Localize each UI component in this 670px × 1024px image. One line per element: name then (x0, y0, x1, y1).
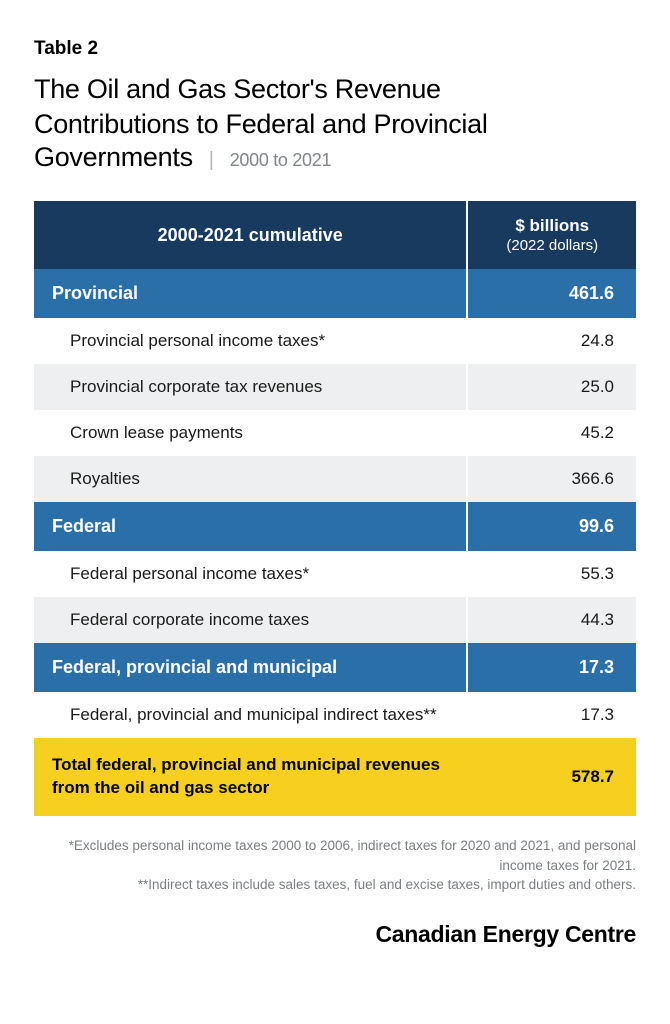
row-label: Federal, provincial and municipal indire… (34, 692, 467, 738)
col2-header-main: $ billions (515, 216, 589, 235)
section-value: 461.6 (467, 269, 636, 318)
row-value: 44.3 (467, 597, 636, 643)
table-row: Provincial corporate tax revenues 25.0 (34, 364, 636, 410)
table-row: Provincial personal income taxes* 24.8 (34, 318, 636, 364)
title-line-3: Governments (34, 140, 193, 175)
footnotes: *Excludes personal income taxes 2000 to … (34, 836, 636, 895)
row-label: Crown lease payments (34, 410, 467, 456)
col2-header-sub: (2022 dollars) (478, 237, 626, 256)
section-federal-provincial-municipal: Federal, provincial and municipal 17.3 (34, 643, 636, 692)
total-value: 578.7 (467, 738, 636, 816)
row-value: 45.2 (467, 410, 636, 456)
title-line-1: The Oil and Gas Sector's Revenue (34, 74, 441, 104)
footnote-1: *Excludes personal income taxes 2000 to … (34, 836, 636, 875)
title-line-2: Contributions to Federal and Provincial (34, 109, 488, 139)
table-header-row: 2000-2021 cumulative $ billions (2022 do… (34, 201, 636, 269)
section-label: Federal, provincial and municipal (34, 643, 467, 692)
table-row: Federal, provincial and municipal indire… (34, 692, 636, 738)
table-row: Federal personal income taxes* 55.3 (34, 551, 636, 597)
source-attribution: Canadian Energy Centre (34, 921, 636, 948)
row-label: Provincial personal income taxes* (34, 318, 467, 364)
table-row: Crown lease payments 45.2 (34, 410, 636, 456)
column-header-billions: $ billions (2022 dollars) (467, 201, 636, 269)
row-label: Federal corporate income taxes (34, 597, 467, 643)
section-value: 17.3 (467, 643, 636, 692)
table-row: Royalties 366.6 (34, 456, 636, 502)
table-title: The Oil and Gas Sector's Revenue Contrib… (34, 72, 636, 175)
section-federal: Federal 99.6 (34, 502, 636, 551)
title-divider: | (209, 147, 214, 173)
footnote-2: **Indirect taxes include sales taxes, fu… (34, 875, 636, 895)
row-label: Provincial corporate tax revenues (34, 364, 467, 410)
total-row: Total federal, provincial and municipal … (34, 738, 636, 816)
table-row: Federal corporate income taxes 44.3 (34, 597, 636, 643)
row-value: 24.8 (467, 318, 636, 364)
row-value: 17.3 (467, 692, 636, 738)
section-value: 99.6 (467, 502, 636, 551)
row-value: 55.3 (467, 551, 636, 597)
section-label: Provincial (34, 269, 467, 318)
section-label: Federal (34, 502, 467, 551)
row-label: Federal personal income taxes* (34, 551, 467, 597)
date-range: 2000 to 2021 (230, 149, 332, 172)
row-label: Royalties (34, 456, 467, 502)
revenue-table: 2000-2021 cumulative $ billions (2022 do… (34, 201, 636, 816)
total-label: Total federal, provincial and municipal … (34, 738, 467, 816)
table-number-label: Table 2 (34, 38, 636, 60)
column-header-cumulative: 2000-2021 cumulative (34, 201, 467, 269)
row-value: 25.0 (467, 364, 636, 410)
row-value: 366.6 (467, 456, 636, 502)
section-provincial: Provincial 461.6 (34, 269, 636, 318)
